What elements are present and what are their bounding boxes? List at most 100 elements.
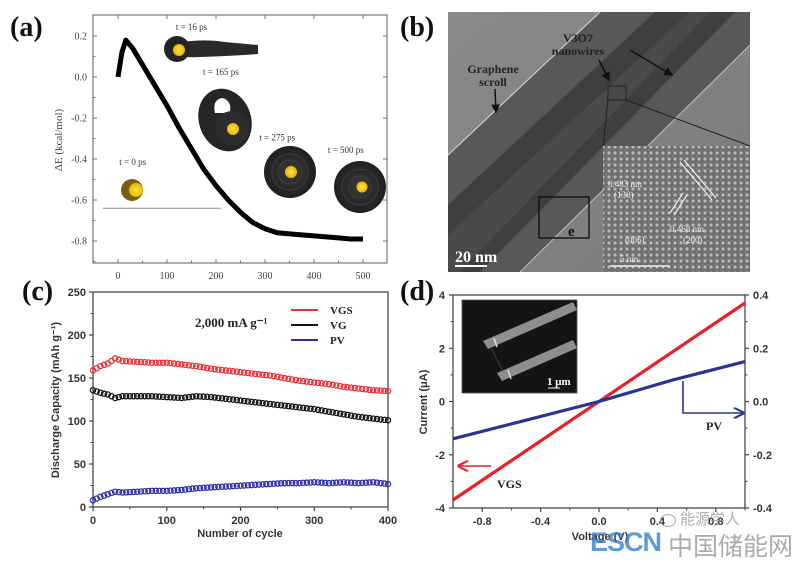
c-data-point xyxy=(362,414,370,421)
a-xtick-label: 0 xyxy=(116,271,121,282)
c-data-point xyxy=(163,393,170,401)
c-data-point xyxy=(244,369,252,377)
c-data-point xyxy=(130,358,137,365)
c-data-point xyxy=(200,364,207,371)
d-y2tick-label: 0.4 xyxy=(753,290,769,302)
c-data-point xyxy=(355,385,362,392)
c-data-point xyxy=(373,387,381,394)
sem-scale-label: 1 μm xyxy=(547,376,571,388)
c-data-point xyxy=(366,414,373,422)
c-data-point xyxy=(137,358,145,366)
chart-d: -0.8 -0.4 0.0 0.4 0.8420-2-40.40.20.0-0.2-0.… xyxy=(418,290,773,543)
c-data-point xyxy=(329,409,336,416)
c-data-point xyxy=(174,394,182,401)
nanowire-arrow-2 xyxy=(629,49,674,76)
c-data-point xyxy=(285,479,292,487)
c-data-point xyxy=(152,359,159,366)
c-data-point xyxy=(281,402,288,409)
c-data-point xyxy=(178,361,185,368)
c-data-point xyxy=(192,392,200,400)
c-data-point xyxy=(288,403,296,410)
c-data-point xyxy=(255,399,263,406)
tem-image: 0.483 nm (130) 0.468 nm (200) (006) 5 nm… xyxy=(447,11,751,273)
c-data-point xyxy=(137,392,145,400)
c-data-point xyxy=(347,384,355,391)
c-data-point xyxy=(159,393,167,401)
c-data-point xyxy=(178,486,185,494)
c-data-point xyxy=(255,481,263,488)
c-data-point xyxy=(130,392,137,400)
c-data-point xyxy=(133,392,141,400)
c-data-point xyxy=(240,369,248,376)
c-data-point xyxy=(163,359,170,366)
c-data-point xyxy=(288,376,296,383)
a-ytick-label: -0.6 xyxy=(71,196,87,207)
c-data-point xyxy=(292,479,300,487)
d-spacing-2: 0.468 nm xyxy=(670,224,704,234)
c-data-point xyxy=(377,416,384,423)
c-data-point xyxy=(204,484,211,491)
c-xtick-label: 0 xyxy=(90,515,96,527)
d-ytick-label: 2 xyxy=(439,343,445,355)
c-data-point xyxy=(122,357,130,365)
c-data-point xyxy=(299,479,307,487)
c-data-point xyxy=(170,394,178,401)
scroll-edge xyxy=(447,11,601,156)
c-ytick-label: 200 xyxy=(68,330,86,342)
wechat-watermark-text: 能源学人 xyxy=(680,511,741,528)
c-data-point xyxy=(263,400,270,407)
c-data-point xyxy=(369,386,377,394)
c-data-point xyxy=(192,485,200,492)
c-data-point xyxy=(192,362,200,370)
plane-130: (130) xyxy=(614,190,634,200)
chart-c-xlabel: Number of cycle xyxy=(197,528,283,540)
c-data-point xyxy=(296,404,303,411)
c-data-point xyxy=(248,370,255,377)
a-time-label: t = 16 ps xyxy=(176,22,208,32)
lattice-marker-3 xyxy=(669,192,684,214)
c-data-point xyxy=(259,399,266,407)
panel-label-a: (a) xyxy=(10,12,43,43)
c-data-point xyxy=(292,403,300,411)
c-xtick-label: 300 xyxy=(305,515,323,527)
c-data-point xyxy=(314,379,322,387)
c-legend-label-vg: VG xyxy=(330,320,347,332)
chart-d-xlabel: Voltage (V) xyxy=(572,531,629,543)
c-ytick-label: 50 xyxy=(74,459,86,471)
vgs-annotation: VGS xyxy=(497,477,522,491)
zoom-line-left xyxy=(602,99,609,147)
c-data-point xyxy=(122,489,130,496)
c-series-vgs xyxy=(89,355,392,395)
c-data-point xyxy=(100,361,108,369)
c-data-point xyxy=(170,487,178,494)
c-data-point xyxy=(281,479,288,487)
c-data-point xyxy=(263,371,270,379)
pv-annotation: PV xyxy=(706,419,722,433)
c-ytick-label: 100 xyxy=(68,416,86,428)
d-xtick-label: 0.0 xyxy=(591,516,606,528)
c-data-point xyxy=(358,385,366,393)
c-data-point xyxy=(218,395,226,402)
c-data-point xyxy=(237,397,244,404)
c-data-point xyxy=(115,356,123,363)
c-data-point xyxy=(281,374,288,382)
d-y2tick-label: 0.0 xyxy=(753,397,768,409)
c-data-point xyxy=(310,478,318,486)
escn-cn-text: 中国储能网 xyxy=(668,527,793,563)
wechat-icon xyxy=(660,513,676,527)
c-data-point xyxy=(111,488,119,495)
c-data-point xyxy=(229,396,237,403)
c-data-point xyxy=(270,372,277,380)
c-data-point xyxy=(119,392,126,400)
c-data-point xyxy=(259,481,266,488)
c-data-point xyxy=(384,387,392,395)
c-data-point xyxy=(152,487,159,495)
c-data-point xyxy=(133,488,141,495)
c-data-point xyxy=(322,479,329,487)
c-data-point xyxy=(325,479,333,487)
c-data-point xyxy=(355,413,362,421)
lattice-marker-1 xyxy=(679,161,713,201)
c-data-point xyxy=(211,365,218,373)
c-data-point xyxy=(251,370,259,378)
panel-label-d: (d) xyxy=(400,276,435,307)
